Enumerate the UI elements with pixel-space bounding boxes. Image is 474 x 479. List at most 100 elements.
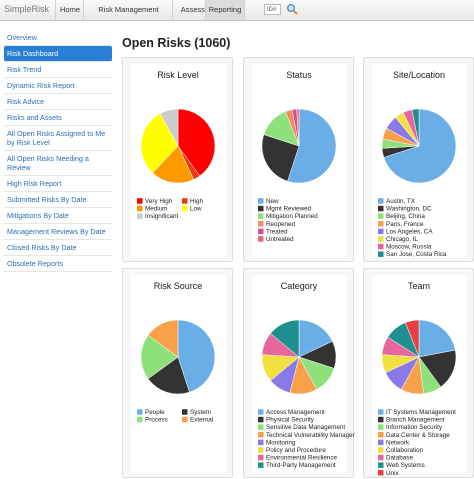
chart-panel: Status New Mgmt Reviewed Mitigation Planned… bbox=[243, 57, 354, 262]
legend-swatch bbox=[378, 416, 384, 423]
legend-label: External bbox=[190, 417, 213, 424]
legend-label: Process bbox=[145, 417, 168, 424]
legend-label: Information Security bbox=[386, 424, 443, 431]
legend-label: Access Management bbox=[266, 409, 325, 416]
sidebar-link[interactable]: Risks and Assets bbox=[4, 110, 112, 126]
legend-label: New bbox=[266, 198, 279, 205]
legend-swatch bbox=[378, 243, 384, 250]
chart-title: Risk Source bbox=[154, 281, 203, 291]
legend-swatch bbox=[258, 432, 264, 438]
pie-slice bbox=[159, 108, 179, 147]
legend-label: Web Systems bbox=[386, 462, 425, 469]
sidebar-link[interactable]: Mitigations By Date bbox=[4, 208, 112, 224]
legend-swatch bbox=[378, 447, 384, 453]
sidebar-link[interactable]: Management Reviews By Date bbox=[4, 224, 112, 240]
legend-label: Environmental Resilience bbox=[266, 455, 338, 462]
pie-slice bbox=[287, 108, 337, 184]
legend-label: Data Center & Storage bbox=[386, 432, 450, 439]
pie-slice bbox=[177, 108, 216, 177]
legend-swatch bbox=[137, 213, 143, 219]
legend-swatch bbox=[258, 198, 264, 204]
sidebar-link[interactable]: All Open Risks Needing a Review bbox=[4, 151, 112, 176]
sidebar-link[interactable]: Risk Advice bbox=[4, 94, 112, 110]
pie-slice bbox=[152, 145, 195, 184]
pie-slice bbox=[140, 113, 179, 174]
legend-swatch bbox=[378, 198, 384, 204]
chart-panel: Risk Level Very High High Medium Low Insignif… bbox=[122, 57, 233, 262]
legend-swatch bbox=[182, 416, 188, 423]
legend-swatch bbox=[137, 205, 143, 212]
pie-slice bbox=[296, 108, 300, 147]
legend-swatch bbox=[378, 432, 384, 438]
chart-panel: Team IT Systems Management Branch Manageme… bbox=[363, 268, 474, 478]
legend-label: Very High bbox=[145, 198, 173, 205]
sidebar-link[interactable]: Obsolete Reports bbox=[4, 256, 112, 272]
legend-label: Sensitive Data Management bbox=[266, 424, 345, 431]
legend-swatch bbox=[137, 409, 143, 415]
pie-slice bbox=[177, 319, 216, 393]
legend-swatch bbox=[258, 439, 264, 446]
legend-label: Reopened bbox=[266, 221, 296, 228]
legend-swatch bbox=[258, 236, 264, 242]
legend-swatch bbox=[258, 416, 264, 423]
pie-slice bbox=[383, 108, 457, 184]
legend-swatch bbox=[137, 198, 143, 204]
legend-label: Untreated bbox=[266, 236, 294, 243]
legend-swatch bbox=[378, 462, 384, 468]
legend-swatch bbox=[378, 228, 384, 235]
legend-label: Chicago, IL bbox=[386, 236, 418, 243]
sidebar-link[interactable]: Submitted Risks By Date bbox=[4, 192, 112, 208]
legend-swatch bbox=[378, 236, 384, 242]
legend-swatch bbox=[258, 424, 264, 430]
legend-swatch bbox=[378, 251, 384, 257]
legend-swatch bbox=[258, 228, 264, 235]
chart-title: Site/Location bbox=[393, 70, 445, 80]
sidebar-link[interactable]: All Open Risks Assigned to Me by Risk Le… bbox=[4, 126, 112, 151]
legend-label: Paris, France bbox=[386, 221, 424, 228]
legend-swatch bbox=[378, 439, 384, 446]
legend-label: Monitoring bbox=[266, 439, 296, 446]
sidebar-link[interactable]: High Risk Report bbox=[4, 176, 112, 192]
legend-label: Medium bbox=[145, 206, 167, 213]
chart-title: Category bbox=[281, 281, 318, 291]
legend-label: Branch Management bbox=[386, 417, 445, 424]
sidebar-link[interactable]: Risk Dashboard bbox=[4, 46, 112, 62]
pie-slice bbox=[147, 356, 190, 395]
sidebar-link[interactable]: Dynamic Risk Report bbox=[4, 78, 112, 94]
sidebar-link[interactable]: Closed Risks By Date bbox=[4, 240, 112, 256]
legend-swatch bbox=[137, 416, 143, 423]
chart-title: Risk Level bbox=[157, 70, 199, 80]
legend-label: Insignificant bbox=[145, 213, 179, 220]
legend-swatch bbox=[378, 213, 384, 219]
nav-tab[interactable]: Assessments bbox=[172, 0, 233, 20]
legend-swatch bbox=[182, 205, 188, 212]
legend-swatch bbox=[258, 447, 264, 453]
nav-tab-active[interactable]: Reporting bbox=[205, 0, 245, 20]
legend-label: IT Systems Management bbox=[386, 409, 456, 416]
legend-label: Network bbox=[386, 439, 410, 446]
pie-slice bbox=[298, 319, 333, 358]
page-heading: Open Risks (1060) bbox=[122, 36, 231, 50]
nav-tab[interactable]: Home bbox=[55, 0, 84, 20]
legend-label: Treated bbox=[266, 228, 288, 235]
legend-label: San Jose, Costa Rica bbox=[386, 251, 447, 258]
nav-tab[interactable]: Risk Management bbox=[83, 0, 173, 20]
sidebar-link[interactable]: Overview bbox=[4, 30, 112, 46]
legend-label: System bbox=[190, 409, 211, 416]
pie-slice bbox=[140, 334, 179, 380]
legend-label: Mgmt Reviewed bbox=[266, 206, 312, 213]
search-icon[interactable] bbox=[286, 3, 298, 15]
legend-swatch bbox=[258, 213, 264, 219]
legend-label: High bbox=[190, 198, 203, 205]
search-input[interactable]: ID# bbox=[264, 4, 281, 15]
chart-panel: Risk Source People System Process External bbox=[122, 268, 233, 478]
logo[interactable]: SimpleRisk bbox=[4, 4, 50, 14]
sidebar-link[interactable]: Risk Trend bbox=[4, 62, 112, 78]
legend-label: Beijing, China bbox=[386, 213, 425, 220]
legend-swatch bbox=[378, 221, 384, 227]
legend-label: Low bbox=[190, 206, 202, 213]
legend-label: Austin, TX bbox=[386, 198, 416, 205]
